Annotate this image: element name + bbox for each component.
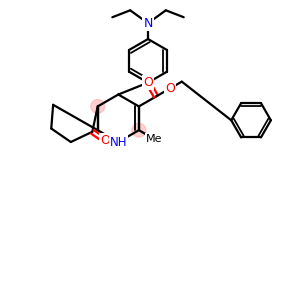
Circle shape [91,100,105,113]
Text: O: O [165,82,175,95]
Text: Me: Me [146,134,163,144]
Circle shape [132,123,146,137]
Text: N: N [143,17,153,30]
Text: O: O [100,134,110,147]
Text: O: O [143,76,153,89]
Text: NH: NH [110,136,127,148]
